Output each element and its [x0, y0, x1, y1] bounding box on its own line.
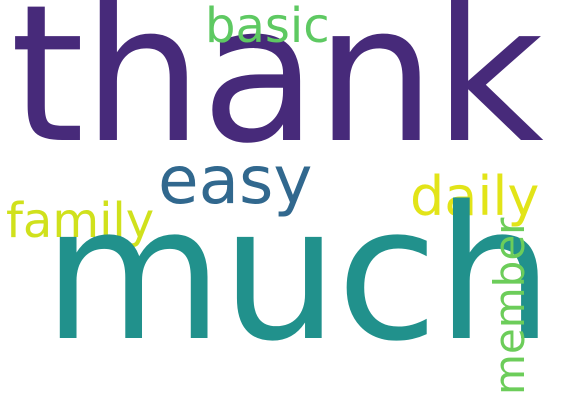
word-daily: daily [410, 165, 540, 228]
word-basic: basic [205, 0, 330, 54]
word-family: family [6, 193, 155, 249]
word-easy: easy [158, 142, 313, 219]
word-thank: thank [10, 0, 544, 185]
word-much: much [43, 166, 553, 382]
word-member: member [485, 217, 534, 395]
